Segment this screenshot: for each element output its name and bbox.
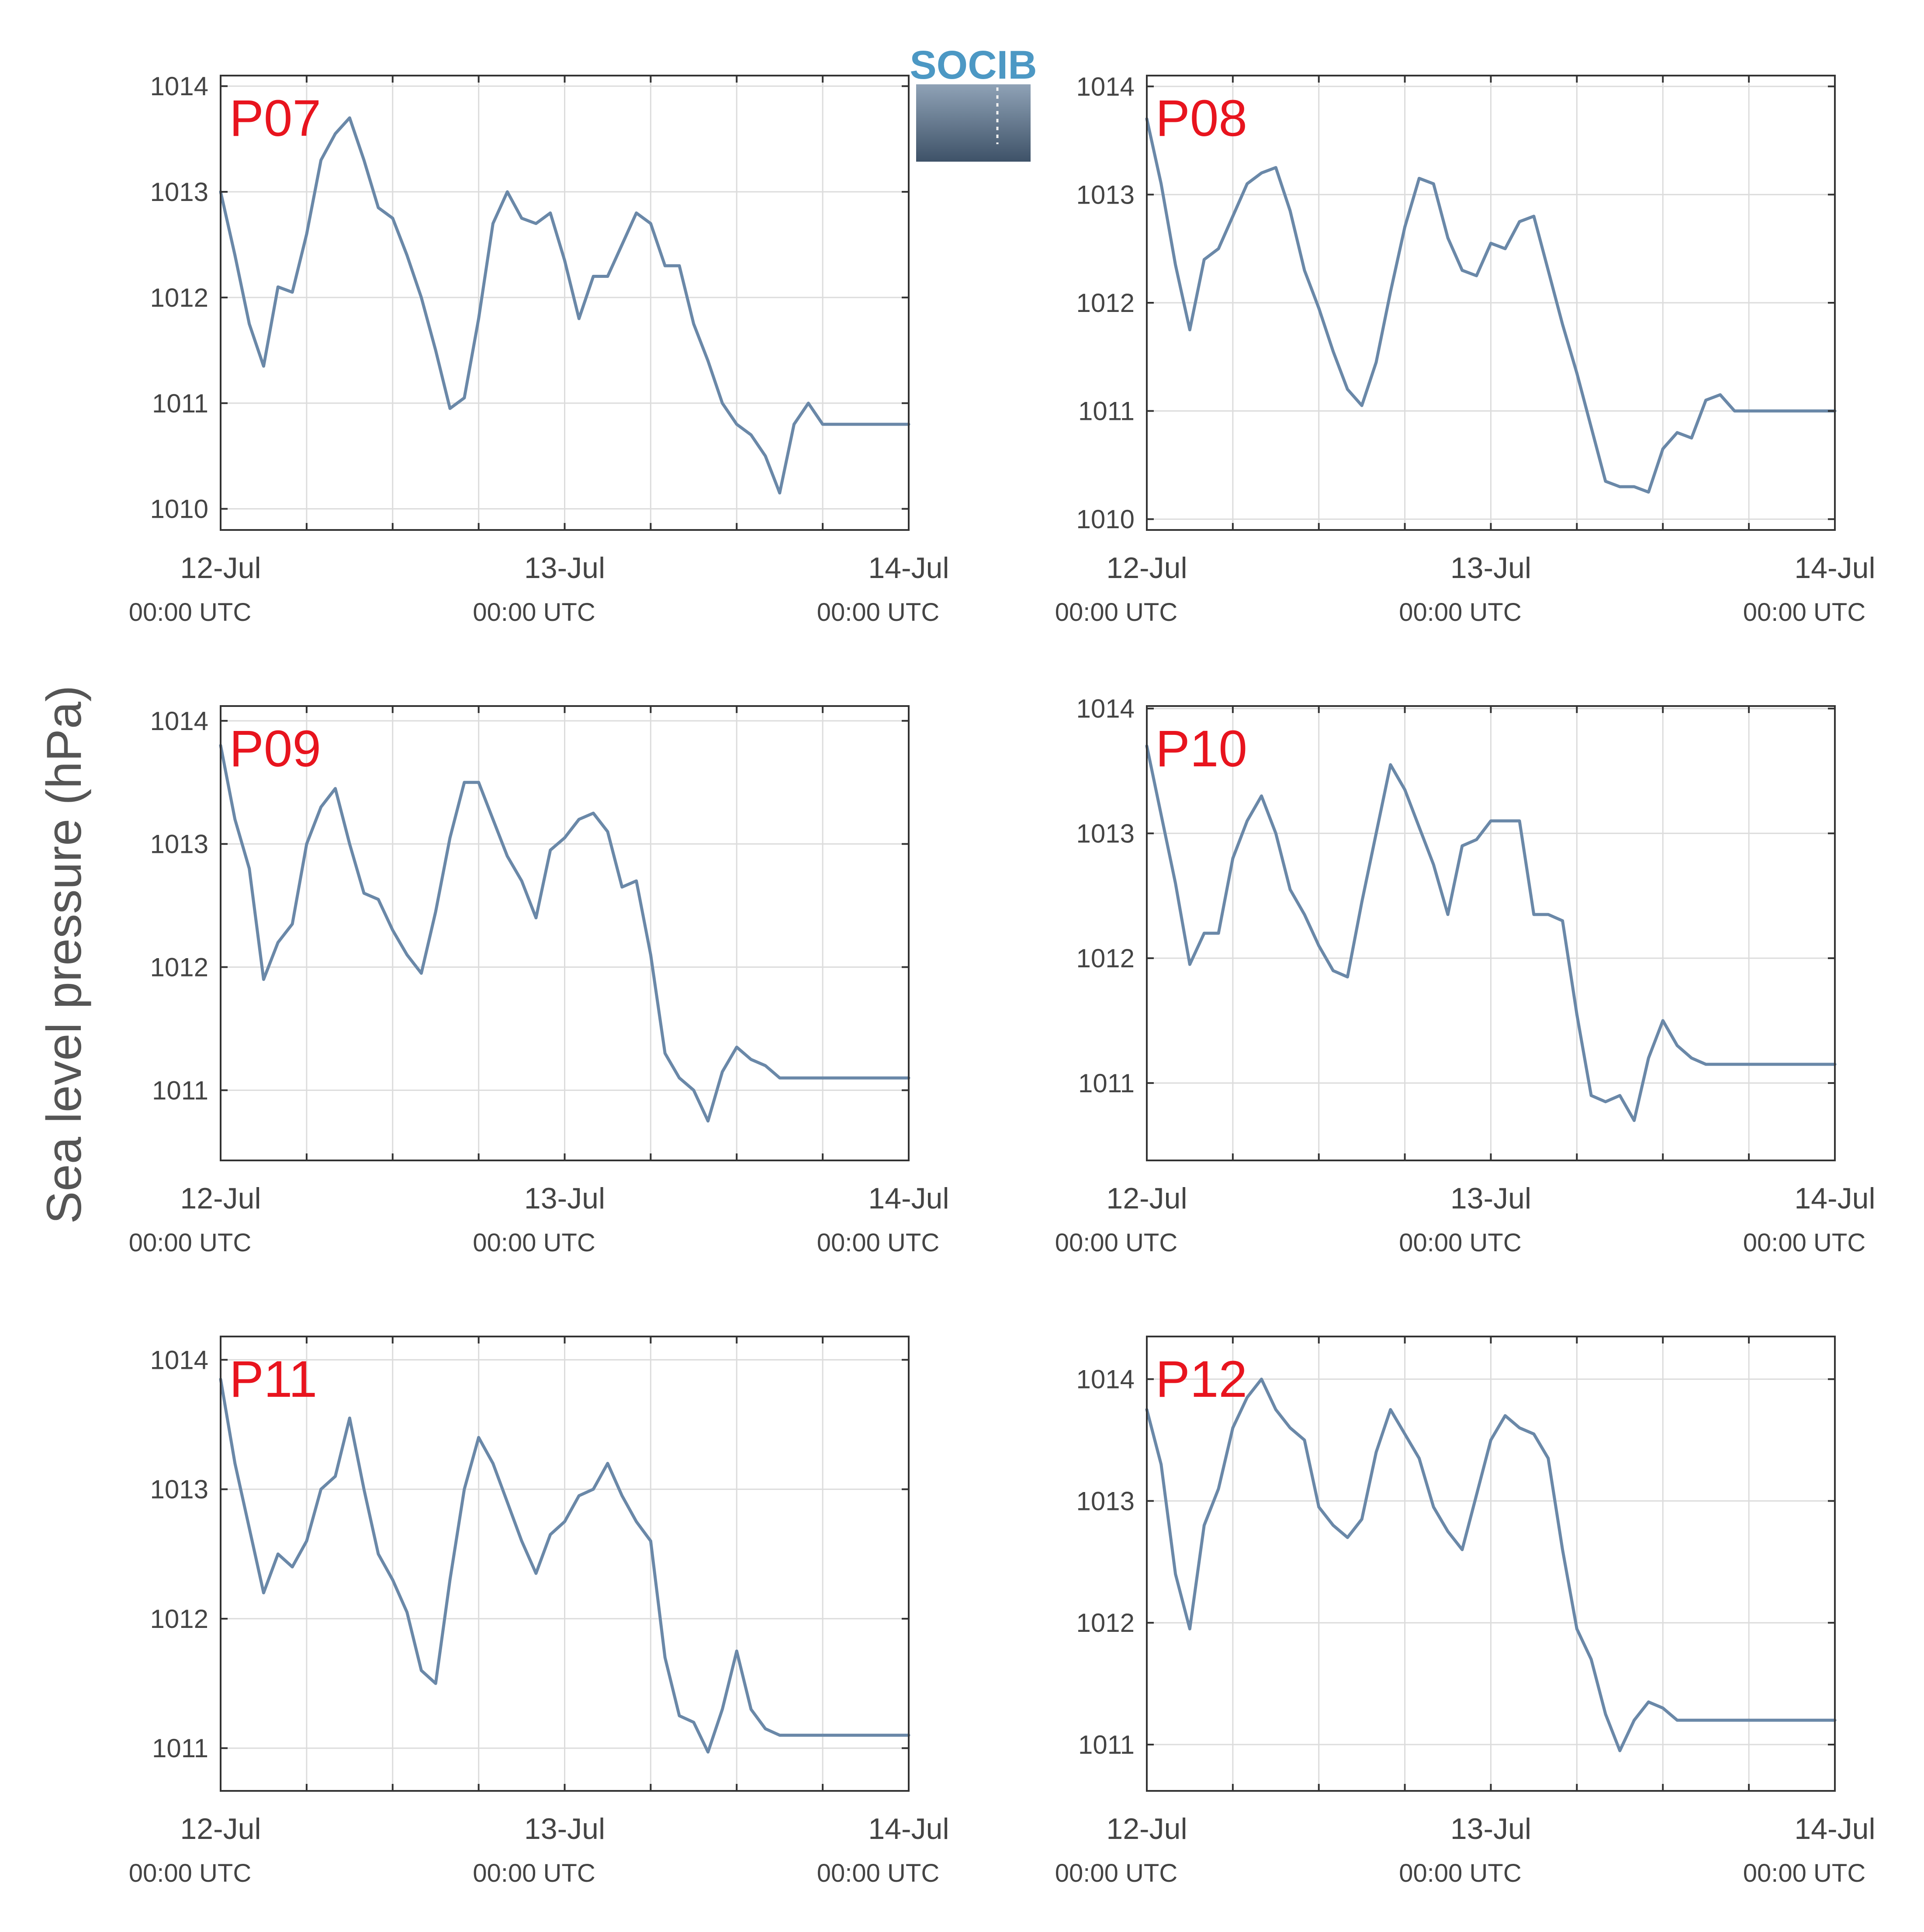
pressure-series-line [1145,1378,1837,1752]
x-tick-date-label: 12-Jul [180,551,261,585]
x-tick-time-label: 00:00 UTC [473,1859,595,1887]
y-tick-label: 1011 [152,1076,208,1105]
x-tick-date-label: 14-Jul [868,551,949,585]
y-tick-label: 1013 [1076,1486,1135,1516]
x-tick-date-label: 13-Jul [1450,1812,1531,1845]
y-tick-label: 1011 [152,389,208,418]
ticks: 1010 1011 1012 1013 1014 [150,72,910,530]
y-tick-label: 1012 [1076,1608,1135,1638]
y-tick-label: 1013 [150,177,208,207]
x-tick-time-label: 00:00 UTC [1399,598,1521,627]
y-tick-label: 1014 [150,1345,208,1375]
y-tick-label: 1014 [150,72,208,101]
x-tick-date-label: 14-Jul [868,1182,949,1215]
x-tick-time-label: 00:00 UTC [1399,1229,1521,1257]
ticks: 1011 1012 1013 1014 [1076,1336,1836,1791]
y-tick-label: 1012 [150,283,208,312]
x-tick-date-label: 13-Jul [524,551,605,585]
y-tick-label: 1013 [1076,180,1135,209]
x-tick-time-label: 00:00 UTC [1055,1859,1177,1887]
y-tick-label: 1014 [150,706,208,736]
y-tick-label: 1010 [150,495,208,524]
pressure-series-line [1145,744,1837,1122]
y-tick-label: 1013 [150,1475,208,1504]
x-tick-time-label: 00:00 UTC [473,598,595,627]
y-axis-label: Sea level pressure (hPa) [37,686,91,1224]
socib-logo-text: SOCIB [910,43,1037,87]
station-label: P11 [229,1350,317,1408]
x-tick-date-label: 13-Jul [1450,551,1531,585]
x-tick-date-label: 12-Jul [1106,1182,1187,1215]
ticks: 1011 1012 1013 1014 [150,706,910,1160]
station-label: P08 [1156,90,1247,147]
x-tick-time-label: 00:00 UTC [1055,598,1177,627]
x-tick-time-label: 00:00 UTC [817,1859,939,1887]
x-tick-date-label: 14-Jul [868,1812,949,1845]
y-tick-label: 1014 [1076,694,1135,724]
ticks: 1010 1011 1012 1013 1014 [1076,72,1836,534]
y-tick-label: 1011 [152,1734,208,1763]
grid [1147,76,1835,530]
x-tick-time-label: 00:00 UTC [473,1229,595,1257]
grid [221,76,909,530]
y-tick-label: 1014 [1076,72,1135,101]
y-tick-label: 1011 [1078,1069,1135,1098]
x-tick-date-label: 12-Jul [1106,551,1187,585]
panel-p11: 1011 1012 1013 1014 12-Jul 00:00 UTC 13-Jul 00:… [129,1336,949,1887]
x-tick-time-label: 00:00 UTC [1743,598,1865,627]
x-tick-time-label: 00:00 UTC [1399,1859,1521,1887]
x-tick-date-label: 14-Jul [1794,1812,1875,1845]
pressure-series-line [219,744,910,1123]
ticks: 1011 1012 1013 1014 [1076,694,1836,1160]
station-label: P12 [1156,1350,1247,1408]
x-tick-date-label: 13-Jul [1450,1182,1531,1215]
panel-p07: 1010 1011 1012 1013 1014 12-Jul 00:00 UTC 13-Ju… [129,72,949,627]
x-tick-time-label: 00:00 UTC [1743,1859,1865,1887]
x-tick-time-label: 00:00 UTC [1055,1229,1177,1257]
x-tick-date-label: 13-Jul [524,1812,605,1845]
y-tick-label: 1012 [1076,288,1135,318]
x-tick-time-label: 00:00 UTC [817,1229,939,1257]
y-tick-label: 1013 [150,830,208,859]
x-tick-date-label: 12-Jul [180,1812,261,1845]
grid [1147,706,1835,1160]
y-tick-label: 1010 [1076,505,1135,534]
socib-logo: SOCIB [910,43,1037,162]
panel-p12: 1011 1012 1013 1014 12-Jul 00:00 UTC 13-Jul 00:… [1055,1336,1876,1887]
grid [221,1336,909,1791]
x-tick-date-label: 12-Jul [180,1182,261,1215]
station-label: P10 [1156,720,1247,778]
x-tick-time-label: 00:00 UTC [129,1229,251,1257]
pressure-series-line [219,116,910,495]
x-tick-time-label: 00:00 UTC [129,598,251,627]
pressure-series-line [1145,117,1837,494]
grid [221,706,909,1160]
y-tick-label: 1012 [150,953,208,982]
y-tick-label: 1012 [1076,944,1135,973]
x-tick-time-label: 00:00 UTC [1743,1229,1865,1257]
x-tick-date-label: 14-Jul [1794,551,1875,585]
station-label: P09 [229,720,321,778]
y-tick-label: 1013 [1076,819,1135,848]
panel-p10: 1011 1012 1013 1014 12-Jul 00:00 UTC 13-Jul 00:… [1055,694,1876,1257]
panel-p08: 1010 1011 1012 1013 1014 12-Jul 00:00 UTC 13-Ju… [1055,72,1876,627]
panel-p09: 1011 1012 1013 1014 12-Jul 00:00 UTC 13-Jul 00:… [129,705,949,1257]
x-tick-date-label: 12-Jul [1106,1812,1187,1845]
x-tick-date-label: 14-Jul [1794,1182,1875,1215]
pressure-series-line [219,1378,910,1754]
y-tick-label: 1014 [1076,1365,1135,1394]
ticks: 1011 1012 1013 1014 [150,1336,910,1791]
socib-logo-wave [916,84,1031,162]
x-tick-date-label: 13-Jul [524,1182,605,1215]
y-tick-label: 1011 [1078,397,1135,426]
x-tick-time-label: 00:00 UTC [129,1859,251,1887]
y-tick-label: 1012 [150,1604,208,1634]
grid [1147,1336,1835,1791]
x-tick-time-label: 00:00 UTC [817,598,939,627]
y-tick-label: 1011 [1078,1730,1135,1759]
station-label: P07 [229,90,321,147]
